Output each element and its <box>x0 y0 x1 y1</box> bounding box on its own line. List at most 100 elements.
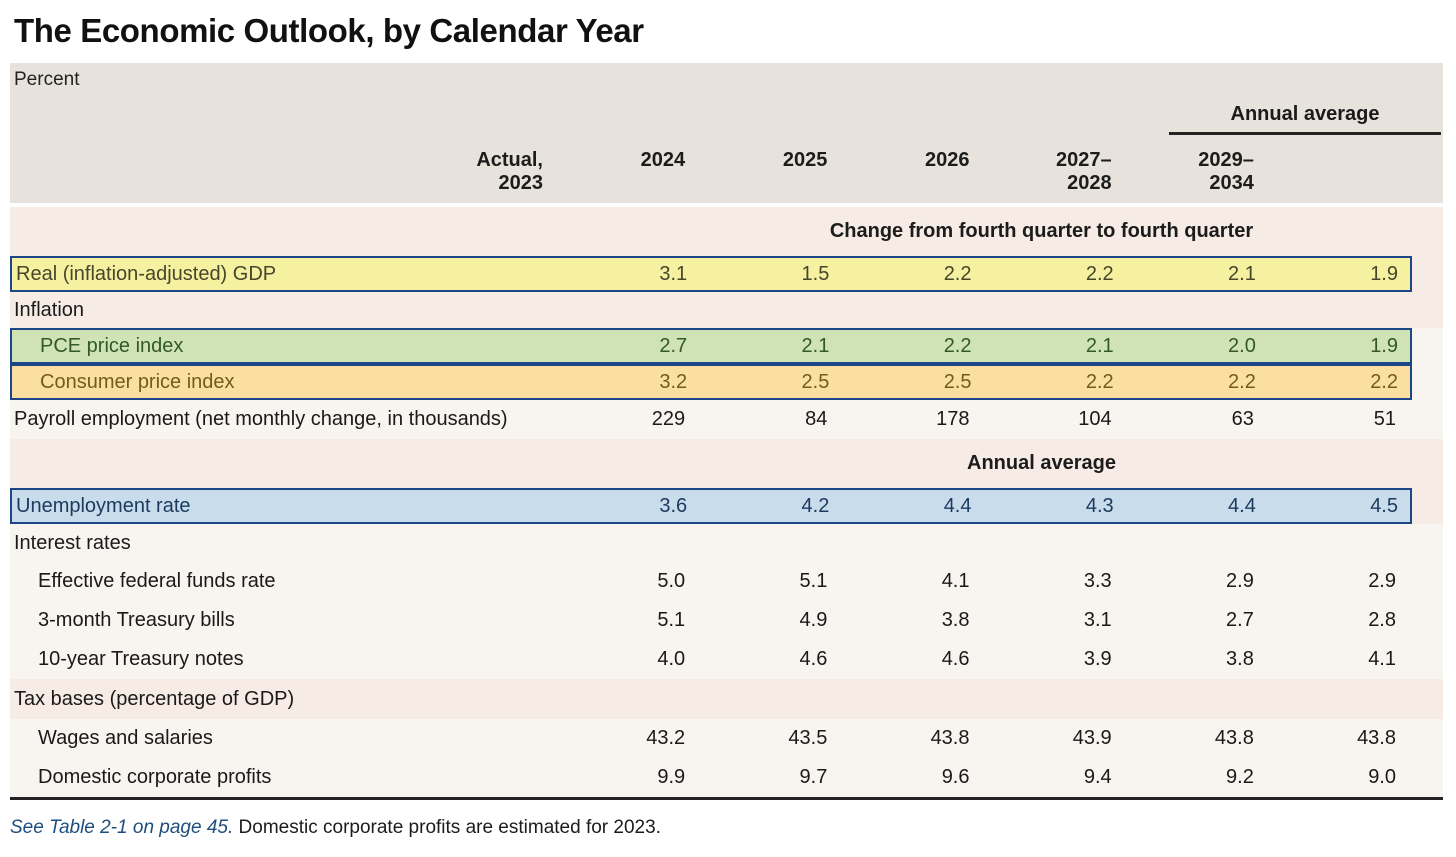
row-label: Consumer price index <box>40 370 235 393</box>
value-cell: 4.1 <box>941 570 970 592</box>
value-cell: 1.9 <box>1370 334 1398 357</box>
value-cell: 2.1 <box>1228 262 1256 285</box>
footnote-source-link[interactable]: See Table 2-1 on page 45. <box>10 817 234 838</box>
value-cell: 2.7 <box>1226 609 1254 631</box>
table-row: Payroll employment (net monthly change, … <box>10 400 1443 439</box>
table-row: 10-year Treasury notes 4.0 4.6 4.6 3.9 3.8 4.1 <box>10 640 1443 679</box>
value-cell: 3.3 <box>1083 570 1112 592</box>
footnote: See Table 2-1 on page 45. Domestic corpo… <box>10 817 1456 839</box>
column-header: 2024 <box>640 148 686 171</box>
value-cell: 63 <box>1231 408 1254 430</box>
value-cell: 43.2 <box>646 727 686 749</box>
value-cell: 4.9 <box>799 609 828 631</box>
section-header-row: Tax bases (percentage of GDP) <box>10 679 1443 719</box>
value-cell: 2.9 <box>1368 570 1396 592</box>
value-cell: 5.1 <box>657 609 686 631</box>
row-label: Unemployment rate <box>16 494 191 517</box>
value-cell: 2.7 <box>659 334 688 357</box>
value-cell: 4.0 <box>657 648 686 670</box>
header-body-divider <box>10 203 1443 207</box>
highlight-row: Real (inflation-adjusted) GDP 3.1 1.5 2.2 2.… <box>10 256 1412 292</box>
row-label: Inflation <box>14 298 85 321</box>
section-band: Annual average <box>10 439 1443 488</box>
value-cell: 2.2 <box>943 262 972 285</box>
value-cell: 5.0 <box>657 570 686 592</box>
value-cell: 51 <box>1373 408 1396 430</box>
highlight-row: Unemployment rate 3.6 4.2 4.4 4.3 4.4 4.5 <box>10 488 1412 524</box>
value-cell: 43.8 <box>1357 727 1396 749</box>
value-cell: 2.2 <box>1228 370 1256 393</box>
column-header: 2026 <box>925 148 970 171</box>
value-cell: 4.3 <box>1085 494 1114 517</box>
value-cell: 9.7 <box>799 766 828 788</box>
table-row: Effective federal funds rate 5.0 5.1 4.1 3.3… <box>10 562 1443 601</box>
value-cell: 4.4 <box>943 494 972 517</box>
row-label: Payroll employment (net monthly change, … <box>14 408 508 430</box>
page-title: The Economic Outlook, by Calendar Year <box>14 12 644 49</box>
value-cell: 2.2 <box>943 334 972 357</box>
value-cell: 43.8 <box>1214 727 1254 749</box>
value-cell: 2.1 <box>1085 334 1114 357</box>
unit-label: Percent <box>14 69 80 90</box>
row-label: Real (inflation-adjusted) GDP <box>16 262 277 285</box>
value-cell: 229 <box>651 408 686 430</box>
column-header: 2027– 2028 <box>1056 148 1112 195</box>
value-cell: 3.1 <box>659 262 688 285</box>
value-cell: 2.0 <box>1228 334 1256 357</box>
table-row: Wages and salaries 43.2 43.5 43.8 43.9 43.8 43… <box>10 719 1443 758</box>
value-cell: 2.9 <box>1226 570 1254 592</box>
value-cell: 3.2 <box>659 370 688 393</box>
highlight-row-strip: Consumer price index 3.2 2.5 2.5 2.2 2.2 2.2 <box>10 364 1443 400</box>
table-row: Domestic corporate profits 9.9 9.7 9.6 9.4 9.… <box>10 758 1443 797</box>
value-cell: 2.5 <box>801 370 830 393</box>
row-label: PCE price index <box>40 334 184 357</box>
value-cell: 5.1 <box>799 570 828 592</box>
row-label: Domestic corporate profits <box>38 766 272 788</box>
table-row: 3-month Treasury bills 5.1 4.9 3.8 3.1 2.7 2.8 <box>10 601 1443 640</box>
value-cell: 4.4 <box>1228 494 1256 517</box>
value-cell: 4.6 <box>941 648 970 670</box>
value-cell: 3.9 <box>1083 648 1112 670</box>
value-cell: 43.9 <box>1072 727 1112 749</box>
table-body: Change from fourth quarter to fourth qua… <box>10 207 1443 797</box>
value-cell: 9.6 <box>941 766 970 788</box>
value-cell: 2.2 <box>1085 262 1114 285</box>
highlight-row-strip: Real (inflation-adjusted) GDP 3.1 1.5 2.2 2.… <box>10 256 1443 292</box>
value-cell: 4.6 <box>799 648 828 670</box>
table-bottom-rule <box>10 797 1443 800</box>
column-header: 2025 <box>782 148 828 171</box>
highlight-row-strip: PCE price index 2.7 2.1 2.2 2.1 2.0 1.9 <box>10 328 1443 364</box>
value-cell: 3.8 <box>941 609 970 631</box>
row-label: Tax bases (percentage of GDP) <box>14 687 295 710</box>
value-cell: 2.1 <box>801 334 830 357</box>
section-band-label: Change from fourth quarter to fourth qua… <box>829 220 1254 242</box>
value-cell: 3.1 <box>1083 609 1112 631</box>
value-cell: 104 <box>1078 408 1112 430</box>
annual-average-spanner: Annual average <box>1169 103 1441 135</box>
value-cell: 3.6 <box>659 494 688 517</box>
footnote-text: Domestic corporate profits are estimated… <box>233 817 661 838</box>
column-header: 2029– 2034 <box>1198 148 1254 195</box>
value-cell: 1.5 <box>801 262 830 285</box>
row-label: 10-year Treasury notes <box>38 648 244 670</box>
row-label: Effective federal funds rate <box>38 570 276 592</box>
value-cell: 2.8 <box>1368 609 1396 631</box>
row-label: Interest rates <box>14 531 131 554</box>
section-band: Change from fourth quarter to fourth qua… <box>10 207 1443 256</box>
column-header: Actual, 2023 <box>476 148 543 195</box>
row-label: Wages and salaries <box>38 727 213 749</box>
value-cell: 178 <box>936 408 970 430</box>
value-cell: 84 <box>805 408 828 430</box>
highlight-row-strip: Unemployment rate 3.6 4.2 4.4 4.3 4.4 4.5 <box>10 488 1443 524</box>
value-cell: 3.8 <box>1226 648 1254 670</box>
section-header-row: Interest rates <box>10 524 1443 562</box>
section-header-row: Inflation <box>10 292 1443 328</box>
value-cell: 2.5 <box>943 370 972 393</box>
economic-outlook-table: Percent Annual average Actual, 2023 2024 2… <box>10 63 1443 800</box>
section-band-label: Annual average <box>967 452 1116 474</box>
value-cell: 9.0 <box>1368 766 1396 788</box>
value-cell: 43.8 <box>930 727 970 749</box>
value-cell: 2.2 <box>1370 370 1398 393</box>
row-label: 3-month Treasury bills <box>38 609 235 631</box>
value-cell: 9.9 <box>657 766 686 788</box>
